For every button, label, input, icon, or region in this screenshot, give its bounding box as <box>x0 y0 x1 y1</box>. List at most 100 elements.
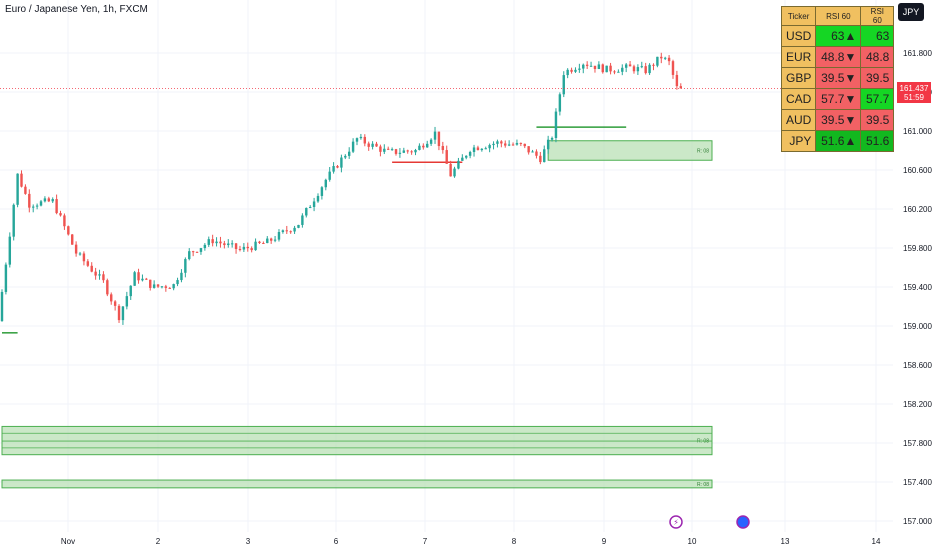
candle-body <box>238 249 242 251</box>
candle-body <box>125 296 129 307</box>
candle-body <box>121 306 125 321</box>
candle-body <box>465 155 468 158</box>
candle-body <box>386 148 390 150</box>
candle-body <box>180 272 183 281</box>
candle-body <box>453 168 456 177</box>
x-tick-label: 2 <box>156 537 161 546</box>
candle-body <box>539 155 542 163</box>
candle-body <box>262 242 265 244</box>
y-tick-label: 158.600 <box>903 361 932 370</box>
last-price-tag: 161.437 51:59 <box>897 82 931 103</box>
candle-body <box>675 74 679 87</box>
candle-body <box>215 241 218 244</box>
candle-body <box>582 64 585 69</box>
candle-body <box>488 145 491 149</box>
candle-body <box>312 201 316 207</box>
rsi-value-cell: 39.5 <box>860 67 895 89</box>
candle-body <box>621 67 624 72</box>
candle-body <box>597 64 601 70</box>
candle-body <box>531 151 534 153</box>
rsi-row-cad: CAD 57.7▼ 57.7 <box>780 88 895 110</box>
candle-body <box>480 148 484 151</box>
candle-body <box>468 152 472 156</box>
candle-body <box>141 278 144 281</box>
rsi-cell: 39.5▼ <box>815 67 862 89</box>
candle-body <box>324 179 328 188</box>
candle-body <box>461 157 464 161</box>
rsi-row-aud: AUD 39.5▼ 39.5 <box>780 109 895 131</box>
candle-body <box>234 243 238 250</box>
candle-body <box>656 56 659 66</box>
candle-body <box>445 150 448 164</box>
candle-body <box>110 294 113 302</box>
candle-body <box>328 171 331 180</box>
candle-body <box>145 278 148 280</box>
candle-body <box>12 204 15 237</box>
candle-body <box>367 143 370 147</box>
candle-body <box>554 111 558 138</box>
candle-body <box>507 144 511 146</box>
x-tick-label: 13 <box>781 537 790 546</box>
candle-body <box>199 248 203 252</box>
rsi-header-2: RSI 60 <box>860 6 895 26</box>
candle-body <box>394 149 398 154</box>
candle-body <box>418 145 421 150</box>
candle-body <box>20 173 23 187</box>
y-tick-label: 159.800 <box>903 244 932 253</box>
news-icons[interactable]: ⚡ <box>669 515 750 529</box>
candle-body <box>258 241 261 243</box>
candle-body <box>273 239 277 241</box>
candle-body <box>137 272 140 281</box>
rsi-value-cell: 51.6 <box>860 130 895 152</box>
candle-body <box>363 136 367 144</box>
y-tick-label: 161.800 <box>903 49 932 58</box>
rsi-cell: 57.7▼ <box>815 88 862 110</box>
candle-body <box>574 69 577 72</box>
candle-body <box>106 280 109 295</box>
candle-body <box>149 279 152 288</box>
x-tick-label: 10 <box>688 537 697 546</box>
ticker-cell: USD <box>780 25 817 47</box>
candle-body <box>301 215 304 225</box>
candle-body <box>281 230 285 233</box>
candle-body <box>562 75 565 95</box>
candle-body <box>250 248 253 251</box>
candle-body <box>336 166 339 168</box>
candle-body <box>227 243 230 246</box>
candle-body <box>340 157 343 168</box>
candle-body <box>195 251 199 253</box>
candle-body <box>550 137 554 140</box>
rsi-cell: 51.6▲ <box>815 130 862 152</box>
y-tick-label: 157.000 <box>903 517 932 526</box>
x-tick-label: 6 <box>334 537 339 546</box>
candle-body <box>593 65 597 70</box>
candle-body <box>74 244 78 254</box>
candle-body <box>605 65 608 73</box>
candle-body <box>375 143 378 147</box>
rsi-header-row: Ticker RSI 60 RSI 60 <box>780 6 895 26</box>
candle-body <box>500 141 503 144</box>
candle-body <box>230 243 234 245</box>
candle-body <box>172 284 175 289</box>
candle-body <box>277 232 281 240</box>
candle-body <box>402 150 406 153</box>
candle-body <box>667 57 671 62</box>
candle-body <box>191 251 195 253</box>
rsi-table: Ticker RSI 60 RSI 60 USD 63▲ 63 EUR 48.8… <box>780 6 895 152</box>
candle-body <box>90 265 93 272</box>
candle-body <box>293 227 296 232</box>
x-tick-label: 7 <box>423 537 428 546</box>
x-tick-label: Nov <box>61 537 75 546</box>
symbol-title[interactable]: Euro / Japanese Yen, 1h, FXCM <box>5 4 148 15</box>
candle-body <box>383 148 386 152</box>
candle-body <box>484 148 487 150</box>
ticker-cell: EUR <box>780 46 817 68</box>
candle-body <box>117 305 121 321</box>
candle-body <box>39 201 43 206</box>
candle-body <box>429 139 433 144</box>
candle-body <box>523 143 526 147</box>
y-tick-label: 157.400 <box>903 478 932 487</box>
candle-body <box>184 259 187 273</box>
currency-button[interactable]: JPY <box>898 3 924 21</box>
